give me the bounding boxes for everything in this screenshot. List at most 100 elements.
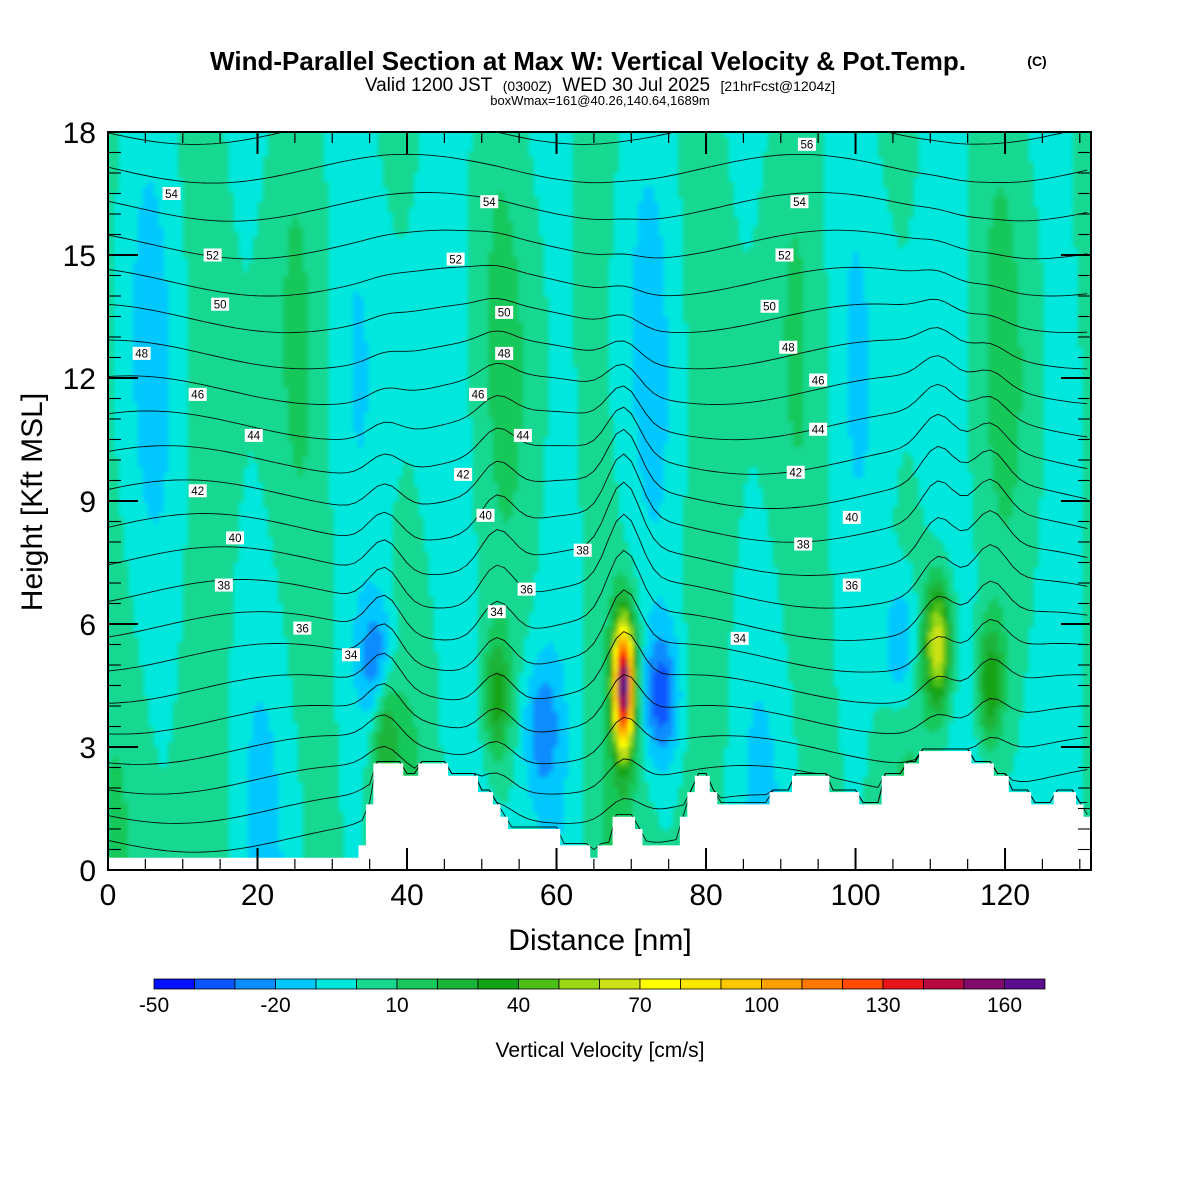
isentrope-label: 52 [203, 248, 222, 262]
colorbar-swatch [761, 978, 803, 990]
isentrope-label: 50 [495, 305, 514, 320]
colorbar-swatch [315, 978, 357, 990]
isentrope-label: 46 [469, 387, 488, 402]
isentrope-label: 38 [794, 537, 813, 551]
isentrope-line [108, 673, 1088, 735]
colorbar-swatch [275, 978, 317, 990]
forecast-info: [21hrFcst@1204z] [721, 78, 836, 94]
y-tick-label: 18 [63, 117, 96, 150]
isentrope-label: 54 [480, 195, 499, 209]
colorbar-swatch [882, 978, 924, 990]
isentrope-label: 42 [188, 484, 207, 498]
isentrope-label: 36 [517, 582, 536, 596]
potential-temperature-contours [108, 132, 1088, 853]
isentrope-label: 54 [790, 195, 809, 209]
isentrope-line [108, 153, 1088, 184]
x-tick-label: 0 [100, 879, 117, 912]
colorbar: -50 -20 10 40 70 100 130 160 [139, 978, 1046, 1017]
isentrope-label: 48 [495, 346, 514, 361]
colorbar-tick-label: 40 [507, 994, 530, 1017]
x-tick-label: 20 [241, 879, 274, 912]
isentrope-line [108, 264, 1088, 297]
isentrope-label: 50 [211, 297, 230, 312]
isentrope-label: 56 [797, 137, 816, 152]
isentrope-line [108, 549, 1088, 641]
isentrope-label: 42 [786, 465, 805, 480]
y-tick-label: 15 [63, 240, 96, 273]
isentrope-line [108, 383, 1088, 441]
colorbar-swatch [923, 978, 965, 990]
colorbar-tick-label: 130 [865, 994, 900, 1017]
isentrope-label: 46 [809, 373, 828, 387]
colorbar-swatch [963, 978, 1005, 990]
colorbar-label: Vertical Velocity [cm/s] [496, 1039, 705, 1062]
isentrope-label: 44 [244, 428, 263, 443]
isentrope-label: 38 [573, 543, 592, 558]
x-tick-label: 120 [980, 879, 1030, 912]
colorbar-swatch [599, 978, 641, 990]
isentrope-line [108, 406, 1088, 475]
isentrope-line [108, 229, 1088, 260]
x-tick-label: 100 [830, 879, 880, 912]
colorbar-tick-label: 70 [628, 994, 651, 1017]
colorbar-tick-label: -20 [260, 994, 290, 1017]
valid-date: WED 30 Jul 2025 [562, 75, 710, 96]
isentrope-line [108, 428, 1088, 509]
y-tick-label: 9 [79, 486, 96, 519]
colorbar-swatch [437, 978, 479, 990]
isentrope-label: 54 [162, 187, 181, 201]
isentrope-label: 46 [188, 387, 207, 402]
colorbar-swatch [801, 978, 843, 990]
y-tick-label: 6 [79, 609, 96, 642]
y-tick-label: 3 [79, 732, 96, 765]
isentrope-labels: 54 52 50 48 46 44 42 40 38 36 34 54 52 50 48 46 44 42 40 38… [132, 137, 861, 662]
isentrope-label: 52 [775, 248, 794, 262]
colorbar-swatch [558, 978, 600, 990]
isentrope-line [108, 327, 1088, 370]
colorbar-tick-label: -50 [139, 994, 169, 1017]
isentrope-line [108, 631, 1088, 704]
colorbar-swatch [396, 978, 438, 990]
colorbar-swatch [720, 978, 762, 990]
isentrope-line [108, 355, 1088, 405]
x-tick-label: 60 [540, 879, 573, 912]
isentrope-label: 44 [809, 422, 828, 437]
colorbar-tick-label: 160 [987, 994, 1022, 1017]
isentrope-label: 44 [513, 428, 532, 443]
y-axis-label: Height [Kft MSL] [16, 393, 49, 611]
x-tick-label: 40 [390, 879, 423, 912]
boxwmax-info: boxWmax=161@40.26,140.64,1689m [490, 93, 710, 108]
isentrope-label: 48 [132, 346, 151, 361]
terrain-mask [108, 751, 1091, 870]
isentrope-line [108, 297, 1088, 334]
colorbar-swatch [518, 978, 560, 990]
colorbar-swatch [153, 978, 195, 990]
colorbar-swatch [680, 978, 722, 990]
colorbar-tick-label: 100 [744, 994, 779, 1017]
x-tick-label: 80 [689, 879, 722, 912]
isentrope-label: 34 [487, 605, 506, 619]
isentrope-line [108, 513, 1088, 609]
valid-utc: (0300Z) [503, 78, 552, 94]
isentrope-label: 34 [341, 648, 360, 662]
colorbar-swatch [356, 978, 398, 990]
isentrope-label: 48 [779, 340, 798, 355]
colorbar-swatch [1004, 978, 1046, 990]
chart-title: Wind-Parallel Section at Max W: Vertical… [210, 46, 966, 76]
y-tick-label: 0 [79, 855, 96, 888]
isentrope-label: 40 [476, 508, 495, 523]
isentrope-label: 52 [446, 252, 465, 266]
colorbar-swatch [234, 978, 276, 990]
isentrope-label: 36 [842, 578, 861, 592]
copyright-mark: (C) [1027, 53, 1046, 69]
isentrope-label: 50 [760, 299, 779, 314]
isentrope-label: 34 [730, 631, 749, 646]
colorbar-swatch [477, 978, 519, 990]
isentrope-label: 42 [454, 467, 473, 482]
isentrope-line [108, 714, 1088, 765]
isentrope-line [108, 132, 1069, 145]
colorbar-swatch [639, 978, 681, 990]
isentrope-line [108, 192, 1088, 222]
isentrope-label: 36 [293, 621, 312, 635]
